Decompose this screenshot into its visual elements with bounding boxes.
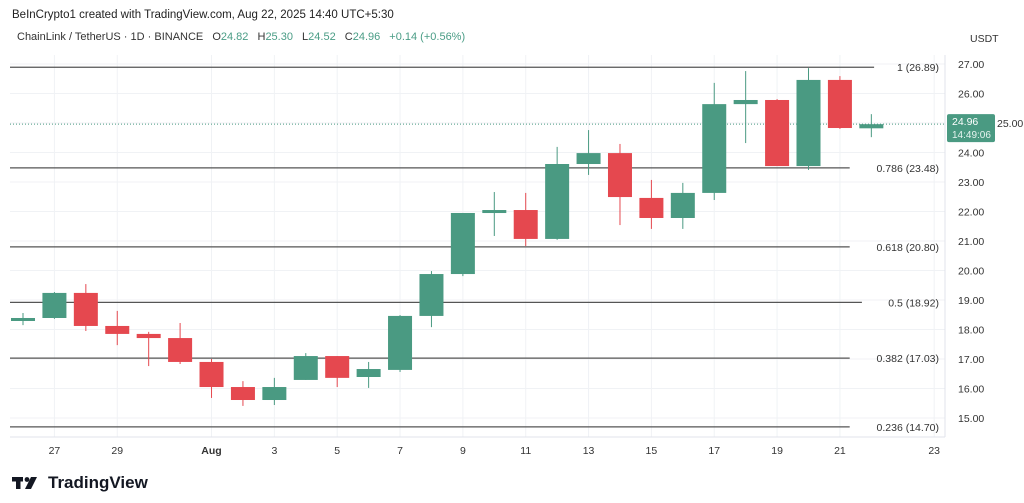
x-tick-label: 23 (928, 445, 940, 457)
candle-up (419, 274, 444, 316)
y-tick-label: 16.00 (958, 384, 984, 396)
x-tick-label: 21 (834, 445, 846, 457)
close-label: C (344, 31, 353, 43)
x-tick-label: 11 (520, 445, 531, 457)
candle-up (702, 104, 727, 193)
tradingview-logo-text: TradingView (48, 473, 148, 492)
candle-down (607, 153, 632, 198)
chart-credit: BeInCrypto1 created with TradingView.com… (12, 9, 394, 21)
x-tick-label: 3 (271, 445, 277, 457)
candle-up (356, 369, 381, 377)
candlestick-chart[interactable]: USDT 15.00 16.00 17.00 18.00 19.00 20.00 21.00… (0, 0, 1024, 470)
x-tick-label: 15 (646, 445, 658, 457)
x-tick-label: 9 (460, 445, 466, 457)
candle-up (482, 210, 507, 214)
symbol-legend: ChainLink / TetherUS · 1D · BINANCE O24.… (17, 31, 465, 43)
x-tick-label: Aug (201, 445, 221, 457)
y-tick-label: 20.00 (958, 266, 984, 278)
open-value: 24.82 (220, 31, 249, 43)
fib-level-label: 0.5 (18.92) (888, 297, 939, 309)
low-label: L (302, 31, 309, 43)
tradingview-logo[interactable]: TradingView (12, 473, 148, 493)
candle-down (168, 338, 193, 362)
y-tick-label: 23.00 (958, 177, 984, 189)
change-value: +0.14 (+0.56%) (389, 31, 466, 43)
candle-up (42, 292, 67, 318)
y-tick-label: 22.00 (958, 207, 984, 219)
candle-up (670, 192, 695, 218)
y-tick-label: 24.00 (958, 148, 984, 160)
x-tick-label: 5 (334, 445, 340, 457)
candle-up (796, 79, 821, 167)
candle-up (450, 212, 475, 275)
x-tick-label: 7 (397, 445, 403, 457)
y-tick-label: 15.00 (958, 413, 984, 425)
candle-up (388, 315, 413, 370)
x-tick-label: 27 (49, 445, 61, 457)
y-tick-label: 26.00 (958, 89, 984, 101)
candle-up (545, 164, 570, 239)
candle-down (513, 210, 538, 239)
high-label: H (257, 31, 266, 43)
close-value: 24.96 (352, 31, 381, 43)
y-tick-label: 25.00 (997, 118, 1023, 130)
candle-up (859, 124, 884, 129)
fib-level-label: 1 (26.89) (897, 62, 939, 74)
fib-level-label: 0.236 (14.70) (877, 422, 939, 434)
candle-up (733, 99, 758, 105)
y-tick-label: 19.00 (958, 295, 984, 307)
low-value: 24.52 (308, 31, 336, 43)
candle-up (576, 153, 601, 165)
candle-up (11, 317, 35, 321)
y-tick-label: 17.00 (958, 354, 984, 366)
tradingview-logo-icon (12, 477, 37, 489)
x-tick-label: 17 (708, 445, 720, 457)
fib-level-label: 0.786 (23.48) (877, 163, 939, 175)
y-tick-label: 18.00 (958, 325, 984, 337)
candle-down (105, 325, 130, 334)
candle-down (325, 356, 350, 378)
fib-level-label: 0.382 (17.03) (877, 353, 939, 365)
x-tick-label: 13 (583, 445, 595, 457)
candle-up (262, 387, 287, 401)
candle-down (639, 197, 664, 218)
candle-up (293, 356, 318, 380)
y-tick-label: 27.00 (958, 59, 984, 71)
last-price-tag (947, 114, 995, 143)
y-tick-label: 21.00 (958, 236, 984, 248)
candle-down (73, 292, 98, 326)
candle-down (199, 361, 224, 388)
x-tick-label: 29 (111, 445, 123, 457)
candle-countdown: 14:49:06 (952, 130, 991, 141)
x-tick-label: 19 (771, 445, 783, 457)
open-label: O (212, 31, 221, 43)
symbol-title[interactable]: ChainLink / TetherUS · 1D · BINANCE (17, 31, 204, 43)
currency-label: USDT (970, 33, 999, 45)
fib-level-label: 0.618 (20.80) (877, 242, 939, 254)
candle-down (827, 79, 852, 129)
last-price-value: 24.96 (952, 116, 978, 128)
candle-down (230, 387, 255, 401)
candle-down (136, 333, 161, 339)
candle-down (765, 99, 790, 167)
high-value: 25.30 (265, 31, 293, 43)
